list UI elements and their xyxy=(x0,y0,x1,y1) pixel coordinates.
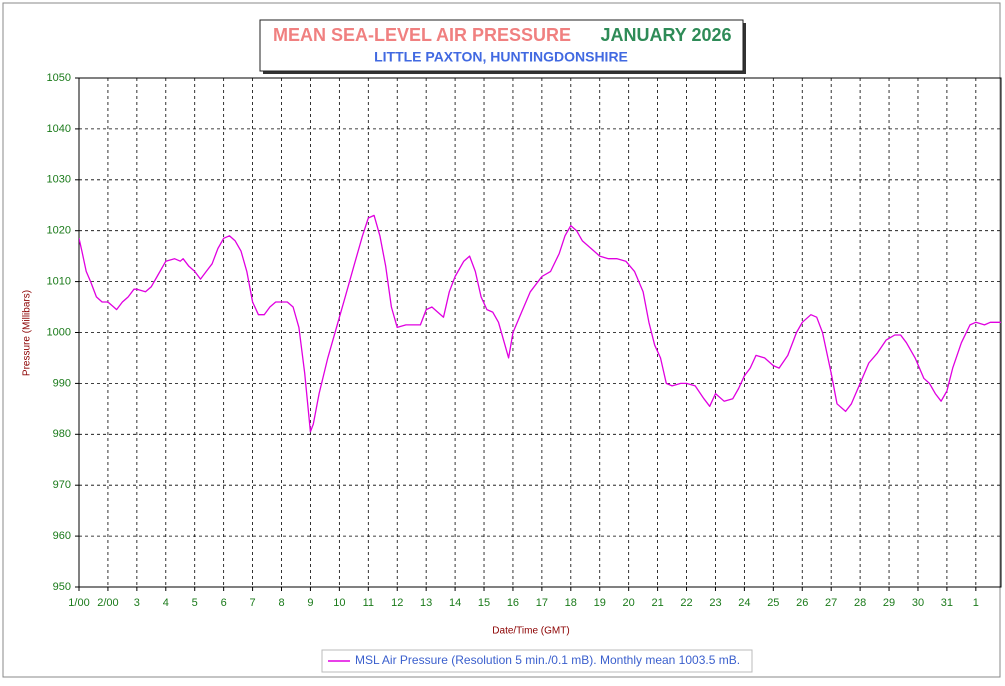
x-tick-label: 8 xyxy=(278,597,284,609)
x-tick-label: 12 xyxy=(391,597,403,609)
x-tick-label: 23 xyxy=(709,597,721,609)
y-tick-label: 1010 xyxy=(47,276,71,288)
y-tick-label: 990 xyxy=(53,377,71,389)
y-tick-label: 950 xyxy=(53,581,71,593)
x-tick-label: 3 xyxy=(134,597,140,609)
x-tick-label: 11 xyxy=(363,597,374,609)
x-tick-label: 10 xyxy=(333,597,345,609)
x-tick-label: 24 xyxy=(738,597,750,609)
x-tick-label: 1 xyxy=(973,597,979,609)
title-box xyxy=(259,19,744,72)
x-tick-label: 7 xyxy=(250,597,256,609)
x-tick-label: 14 xyxy=(449,597,461,609)
x-tick-label: 9 xyxy=(307,597,313,609)
x-axis-label: Date/Time (GMT) xyxy=(492,626,569,637)
x-tick-label: 2/00 xyxy=(97,597,118,609)
x-tick-label: 16 xyxy=(507,597,519,609)
y-tick-label: 1050 xyxy=(47,72,71,84)
outer-frame xyxy=(2,2,1001,678)
x-tick-label: 17 xyxy=(536,597,548,609)
x-tick-label: 22 xyxy=(680,597,692,609)
y-tick-label: 1040 xyxy=(47,123,71,135)
y-tick-label: 1020 xyxy=(47,225,71,237)
x-tick-label: 15 xyxy=(478,597,490,609)
x-tick-label: 6 xyxy=(221,597,227,609)
chart-subtitle: LITTLE PAXTON, HUNTINGDONSHIRE xyxy=(374,49,628,65)
x-tick-label: 19 xyxy=(594,597,606,609)
x-tick-label: 21 xyxy=(651,597,663,609)
x-tick-label: 27 xyxy=(825,597,837,609)
x-tick-label: 26 xyxy=(796,597,808,609)
legend-label: MSL Air Pressure (Resolution 5 min./0.1 … xyxy=(355,653,740,667)
y-tick-label: 960 xyxy=(53,530,71,542)
x-tick-label: 18 xyxy=(565,597,577,609)
y-tick-label: 970 xyxy=(53,479,71,491)
data-line xyxy=(79,214,1001,433)
chart-period: JANUARY 2026 xyxy=(600,25,731,45)
y-tick-label: 980 xyxy=(53,428,71,440)
x-tick-label: 30 xyxy=(912,597,924,609)
x-tick-label: 29 xyxy=(883,597,895,609)
chart-title: MEAN SEA-LEVEL AIR PRESSURE xyxy=(273,25,571,45)
y-tick-label: 1000 xyxy=(47,326,71,338)
x-tick-label: 28 xyxy=(854,597,866,609)
x-tick-label: 5 xyxy=(192,597,198,609)
x-tick-label: 25 xyxy=(767,597,779,609)
x-tick-label: 1/00 xyxy=(68,597,89,609)
x-tick-label: 20 xyxy=(623,597,635,609)
plot-lines xyxy=(79,214,1001,433)
legend xyxy=(321,649,753,673)
x-tick-label: 13 xyxy=(420,597,432,609)
x-tick-label: 31 xyxy=(941,597,953,609)
y-axis-label: Pressure (Millibars) xyxy=(22,290,33,376)
y-tick-label: 1030 xyxy=(47,174,71,186)
x-tick-label: 4 xyxy=(163,597,169,609)
plot-frame xyxy=(78,77,1002,588)
